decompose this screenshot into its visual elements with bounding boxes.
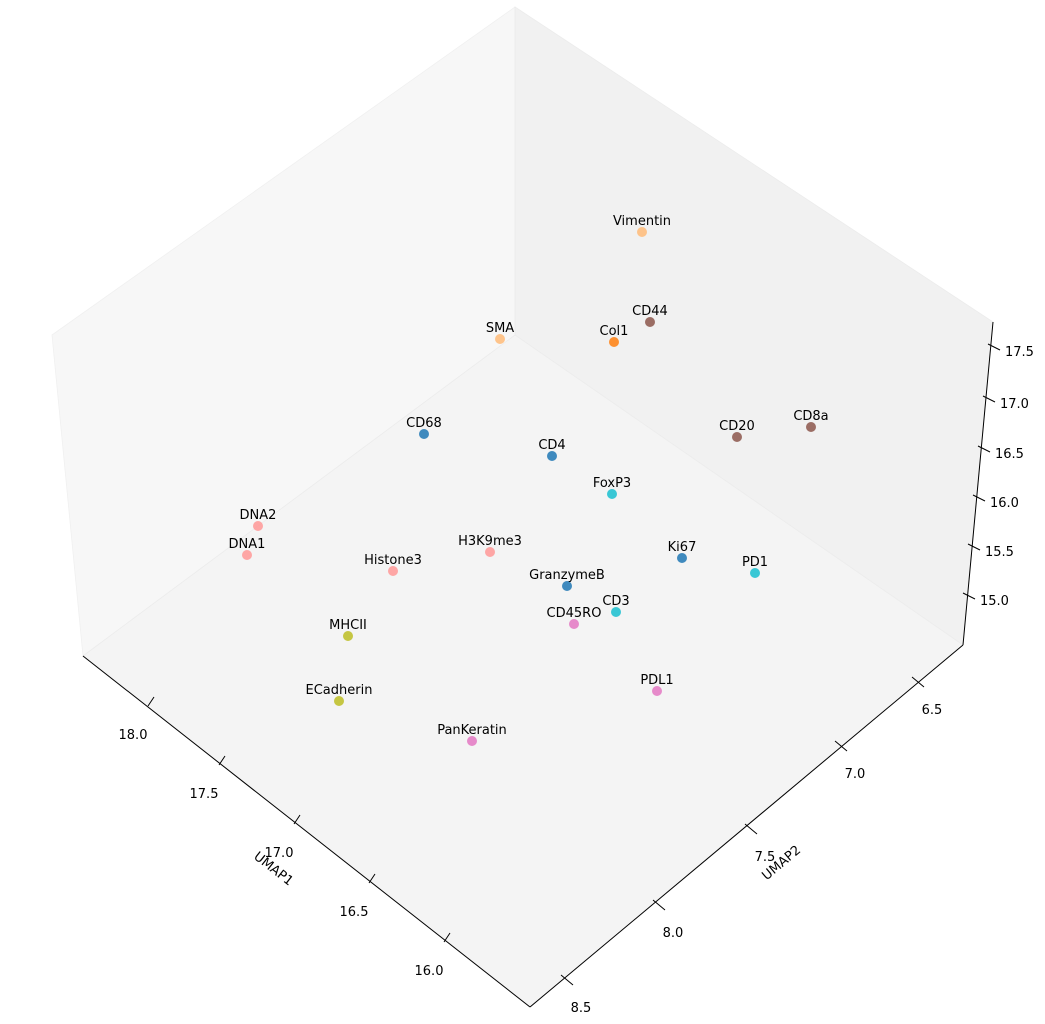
z-tick-label: 17.5 (1005, 345, 1034, 360)
scatter-point-cd44 (645, 317, 655, 327)
scatter-point-cd4 (547, 451, 557, 461)
point-label-ki67: Ki67 (668, 540, 697, 555)
y-tick-mark (652, 899, 666, 911)
z-tick-label: 15.5 (985, 545, 1014, 560)
scatter-point-pdl1 (652, 686, 662, 696)
x-tick-label: 16.5 (340, 905, 369, 920)
scatter-point-cd8a (806, 422, 816, 432)
point-label-col1: Col1 (600, 324, 629, 339)
axes-panes (51, 6, 994, 1008)
point-label-cd4: CD4 (538, 438, 565, 453)
scatter-point-cd45ro (569, 619, 579, 629)
z-tick-label: 16.0 (990, 496, 1019, 511)
point-label-granzymeb: GranzymeB (529, 568, 605, 583)
x-axis-line (82, 655, 531, 1008)
point-label-cd68: CD68 (406, 416, 442, 431)
z-tick-mark (982, 395, 996, 403)
scatter-point-foxp3 (607, 489, 617, 499)
y-axis-ticks: 6.5 7.0 7.5 8.0 8.5 (560, 676, 943, 1016)
scatter-point-sma (495, 334, 505, 344)
point-label-histone3: Histone3 (364, 553, 422, 568)
point-label-cd20: CD20 (719, 419, 755, 434)
point-label-sma: SMA (486, 321, 514, 336)
y-tick-label: 8.5 (571, 1001, 592, 1016)
scatter-point-h3k9me3 (485, 547, 495, 557)
z-tick-mark (977, 445, 991, 453)
scatter-point-cd20 (732, 432, 742, 442)
scatter-point-cd68 (419, 429, 429, 439)
point-label-pd1: PD1 (742, 555, 768, 570)
scatter-point-vimentin (637, 227, 647, 237)
point-label-foxp3: FoxP3 (593, 476, 631, 491)
x-tick-label: 18.0 (119, 728, 148, 743)
y-axis-line (529, 644, 964, 1008)
x-axis-ticks: 18.0 17.5 17.0 16.5 16.0 (119, 696, 451, 979)
scatter-point-ki67 (677, 553, 687, 563)
y-tick-label: 7.5 (755, 850, 776, 865)
x-tick-mark (293, 814, 301, 825)
scatter-point-histone3 (388, 566, 398, 576)
point-label-ecadherin: ECadherin (306, 683, 373, 698)
point-label-h3k9me3: H3K9me3 (458, 534, 522, 549)
z-axis: 15.0 15.5 16.0 16.5 17.0 17.5 (962, 321, 1034, 646)
point-label-pdl1: PDL1 (640, 673, 673, 688)
x-tick-mark (443, 932, 451, 943)
x-tick-mark (147, 696, 155, 707)
z-tick-label: 17.0 (1000, 397, 1029, 412)
z-tick-mark (962, 592, 976, 600)
x-tick-label: 16.0 (415, 964, 444, 979)
point-label-mhcii: MHCII (329, 618, 367, 633)
y-tick-label: 7.0 (845, 767, 866, 782)
point-label-dna1: DNA1 (229, 537, 266, 552)
point-label-cd44: CD44 (632, 304, 668, 319)
y-tick-label: 8.0 (663, 926, 684, 941)
scatter-points (242, 227, 816, 746)
scatter-point-mhcii (343, 631, 353, 641)
scatter-point-pd1 (750, 568, 760, 578)
point-label-pankeratin: PanKeratin (437, 723, 507, 738)
z-tick-mark (987, 343, 1001, 351)
y-tick-label: 6.5 (922, 703, 943, 718)
scatter-point-dna2 (253, 521, 263, 531)
z-axis-ticks: 15.0 15.5 16.0 16.5 17.0 17.5 (962, 343, 1034, 609)
y-tick-mark (560, 974, 574, 986)
point-label-cd8a: CD8a (793, 409, 828, 424)
point-label-dna2: DNA2 (240, 508, 277, 523)
z-tick-label: 15.0 (980, 594, 1009, 609)
z-tick-mark (972, 494, 986, 502)
scatter-point-cd3 (611, 607, 621, 617)
point-label-vimentin: Vimentin (613, 214, 671, 229)
z-axis-line (962, 321, 994, 646)
x-tick-mark (218, 755, 226, 766)
scatter-point-ecadherin (334, 696, 344, 706)
x-tick-label: 17.5 (190, 787, 219, 802)
x-tick-label: 17.0 (265, 846, 294, 861)
z-tick-mark (967, 543, 981, 551)
scatter-point-col1 (609, 337, 619, 347)
y-tick-mark (834, 740, 848, 752)
z-tick-label: 16.5 (995, 447, 1024, 462)
y-tick-mark (911, 676, 925, 688)
point-label-cd45ro: CD45RO (547, 606, 602, 621)
x-tick-mark (368, 873, 376, 884)
point-label-cd3: CD3 (602, 594, 629, 609)
y-tick-mark (744, 823, 758, 835)
scatter-point-pankeratin (467, 736, 477, 746)
scatter-point-granzymeb (562, 581, 572, 591)
scatter-point-dna1 (242, 550, 252, 560)
